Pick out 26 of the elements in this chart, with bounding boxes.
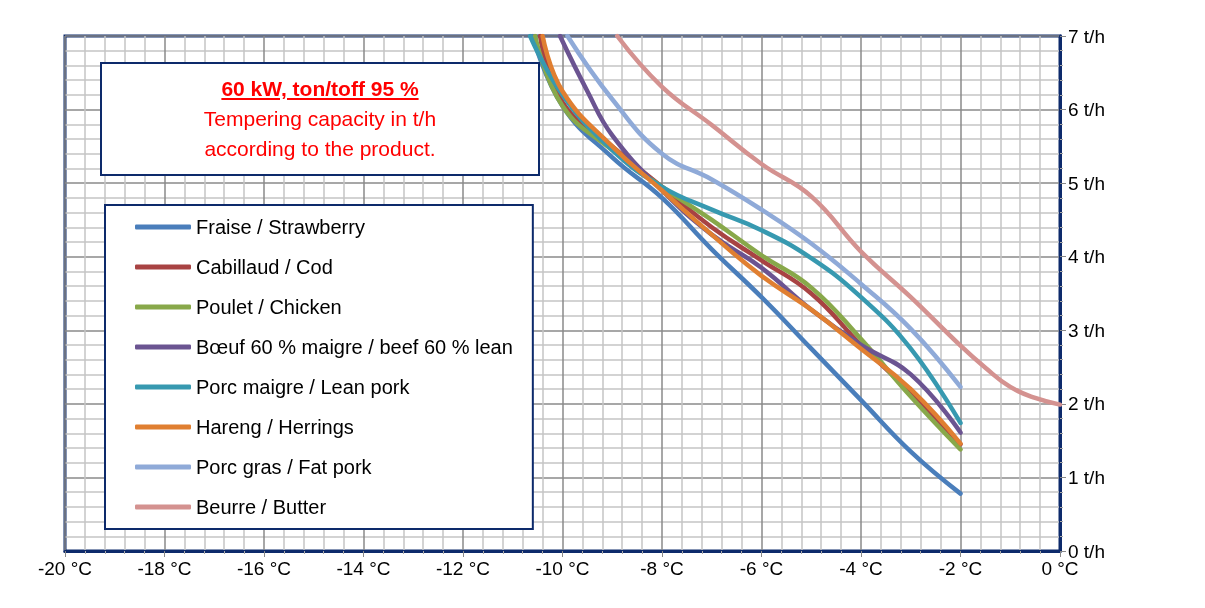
- y-tick-label: 7 t/h: [1068, 25, 1105, 47]
- x-tick-label: -4 °C: [839, 558, 883, 579]
- x-tick-label: -12 °C: [435, 558, 491, 579]
- legend-label: Cabillaud / Cod: [196, 256, 333, 278]
- legend-label: Poulet / Chicken: [196, 296, 342, 318]
- legend-label: Fraise / Strawberry: [196, 216, 365, 238]
- x-tick-label: -14 °C: [336, 558, 391, 579]
- x-tick-label: -18 °C: [137, 558, 192, 579]
- note-box: 60 kW, ton/toff 95 % Tempering capacity in t/h according to the product.: [100, 62, 540, 176]
- x-tick-label: -16 °C: [236, 558, 292, 579]
- y-tick-label: 2 t/h: [1068, 393, 1105, 415]
- x-tick-label: -2 °C: [938, 558, 983, 579]
- y-tick-label: 5 t/h: [1068, 172, 1105, 194]
- x-tick-label: -10 °C: [535, 558, 590, 579]
- y-tick-label: 3 t/h: [1068, 319, 1105, 341]
- legend-label: Hareng / Herrings: [196, 416, 354, 438]
- x-tick-label: -8 °C: [640, 558, 684, 579]
- y-tick-label: 1 t/h: [1068, 466, 1105, 488]
- legend-label: Porc gras / Fat pork: [196, 456, 373, 478]
- legend-label: Beurre / Butter: [196, 496, 327, 518]
- y-tick-label: 6 t/h: [1068, 99, 1105, 121]
- y-tick-label: 4 t/h: [1068, 246, 1105, 268]
- legend-label: Bœuf 60 % maigre / beef 60 % lean: [196, 336, 513, 358]
- x-tick-label: -20 °C: [37, 558, 93, 579]
- legend-label: Porc maigre / Lean pork: [196, 376, 411, 398]
- x-tick-label: -6 °C: [739, 558, 784, 579]
